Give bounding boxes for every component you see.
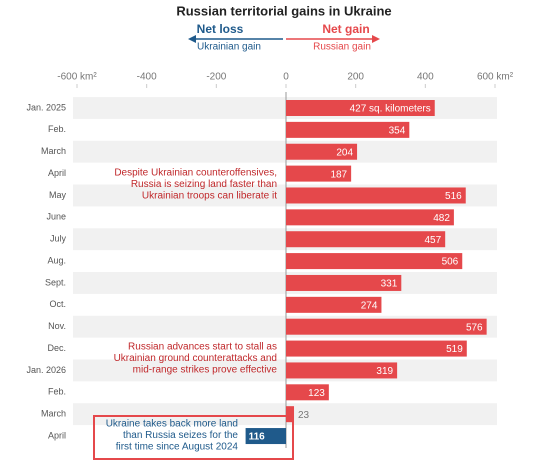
bar [286,296,382,313]
value-label: 123 [308,388,325,399]
y-tick-label: Oct. [49,299,66,309]
bar [286,209,454,226]
annotation: Ukrainian ground counterattacks and [114,353,277,364]
y-tick-label: March [41,409,66,419]
value-label: 23 [298,410,310,421]
annotation: first time since August 2024 [116,442,239,453]
x-tick-label: -600 km² [57,72,97,83]
legend-positive-sub: Russian gain [313,42,371,53]
legend-positive: Net gain [322,22,369,36]
bar [286,253,463,270]
x-tick-label: 600 km² [477,72,514,83]
bar [286,121,410,138]
y-tick-label: Jan. 2026 [26,365,66,375]
highlight-box [93,415,294,460]
y-tick-label: Aug. [47,255,66,265]
annotation: Ukraine takes back more land [106,419,238,430]
bar [286,231,446,248]
value-label: 427 sq. kilometers [350,104,431,115]
bar [286,165,352,182]
bar [286,143,358,160]
x-tick-label: 200 [347,72,364,83]
annotation: Russia is seizing land faster than [131,179,277,190]
row-band [73,403,497,426]
annotation: Ukrainian troops can liberate it [142,191,277,202]
bar [286,340,467,357]
y-tick-label: April [48,168,66,178]
value-label: 519 [446,344,463,355]
x-tick-label: -200 [206,72,226,83]
bar [286,100,435,116]
y-tick-label: Feb. [48,124,66,134]
annotation: than Russia seizes for the [123,430,238,441]
value-label: 274 [361,300,378,311]
x-tick-label: -400 [137,72,157,83]
value-label: 116 [249,432,266,443]
y-tick-label: Feb. [48,387,66,397]
bar [286,384,329,401]
y-tick-label: April [48,430,66,440]
annotation: mid-range strikes prove effective [133,365,278,376]
value-label: 204 [336,147,353,158]
value-label: 576 [466,322,483,333]
value-label: 516 [445,191,462,202]
y-tick-label: Jan. 2025 [26,102,66,112]
annotation: Despite Ukrainian counteroffensives, [114,168,277,179]
y-tick-label: Nov. [48,321,66,331]
legend-negative-sub: Ukrainian gain [197,42,261,53]
legend-arrow-head [188,35,196,43]
bar [286,274,402,291]
value-label: 354 [389,126,406,137]
row-band [73,140,497,163]
bar [286,318,487,335]
y-tick-label: Dec. [47,343,66,353]
y-tick-label: Sept. [45,277,66,287]
value-label: 319 [376,366,393,377]
chart-title: Russian territorial gains in Ukraine [176,3,391,18]
y-tick-label: May [49,190,67,200]
bar [286,362,398,379]
y-tick-label: July [50,234,67,244]
bar [245,428,286,445]
legend-negative: Net loss [197,22,244,36]
y-tick-label: March [41,146,66,156]
value-label: 331 [381,279,398,290]
annotation: Russian advances start to stall as [128,342,277,353]
legend-arrow-head [372,35,380,43]
value-label: 187 [330,169,347,180]
row-band [73,272,497,294]
bar [286,187,466,204]
value-label: 506 [442,257,459,268]
bar [286,406,295,423]
y-tick-label: June [46,212,66,222]
x-tick-label: 400 [417,72,434,83]
x-tick-label: 0 [283,72,289,83]
value-label: 482 [433,213,450,224]
value-label: 457 [425,235,442,246]
